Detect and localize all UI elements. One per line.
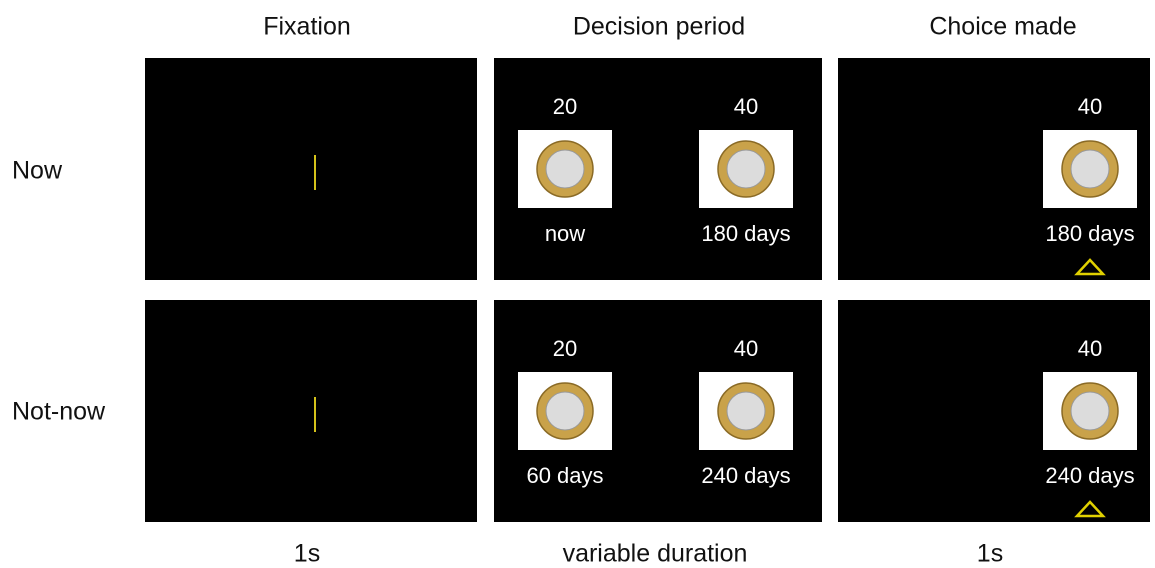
task-diagram: Fixation Decision period Choice made Now… <box>0 0 1155 568</box>
delay: 180 days <box>701 221 790 246</box>
coin-center <box>727 392 765 430</box>
delay: now <box>545 221 585 246</box>
amount: 40 <box>1078 94 1102 119</box>
coin-center <box>546 392 584 430</box>
amount: 40 <box>734 336 758 361</box>
delay: 60 days <box>526 463 603 488</box>
column-duration: 1s <box>294 540 320 568</box>
amount: 20 <box>553 94 577 119</box>
delay: 240 days <box>701 463 790 488</box>
coin-center <box>1071 150 1109 188</box>
row-label: Now <box>12 157 63 185</box>
coin-center <box>727 150 765 188</box>
column-duration: variable duration <box>563 540 748 568</box>
screen-panel <box>145 300 477 522</box>
column-title: Fixation <box>263 13 351 41</box>
screen-panel <box>145 58 477 280</box>
amount: 20 <box>553 336 577 361</box>
column-title: Decision period <box>573 13 745 41</box>
amount: 40 <box>1078 336 1102 361</box>
coin-center <box>1071 392 1109 430</box>
amount: 40 <box>734 94 758 119</box>
column-duration: 1s <box>977 540 1003 568</box>
column-title: Choice made <box>929 13 1076 41</box>
row-label: Not-now <box>12 398 106 426</box>
delay: 240 days <box>1045 463 1134 488</box>
coin-center <box>546 150 584 188</box>
delay: 180 days <box>1045 221 1134 246</box>
